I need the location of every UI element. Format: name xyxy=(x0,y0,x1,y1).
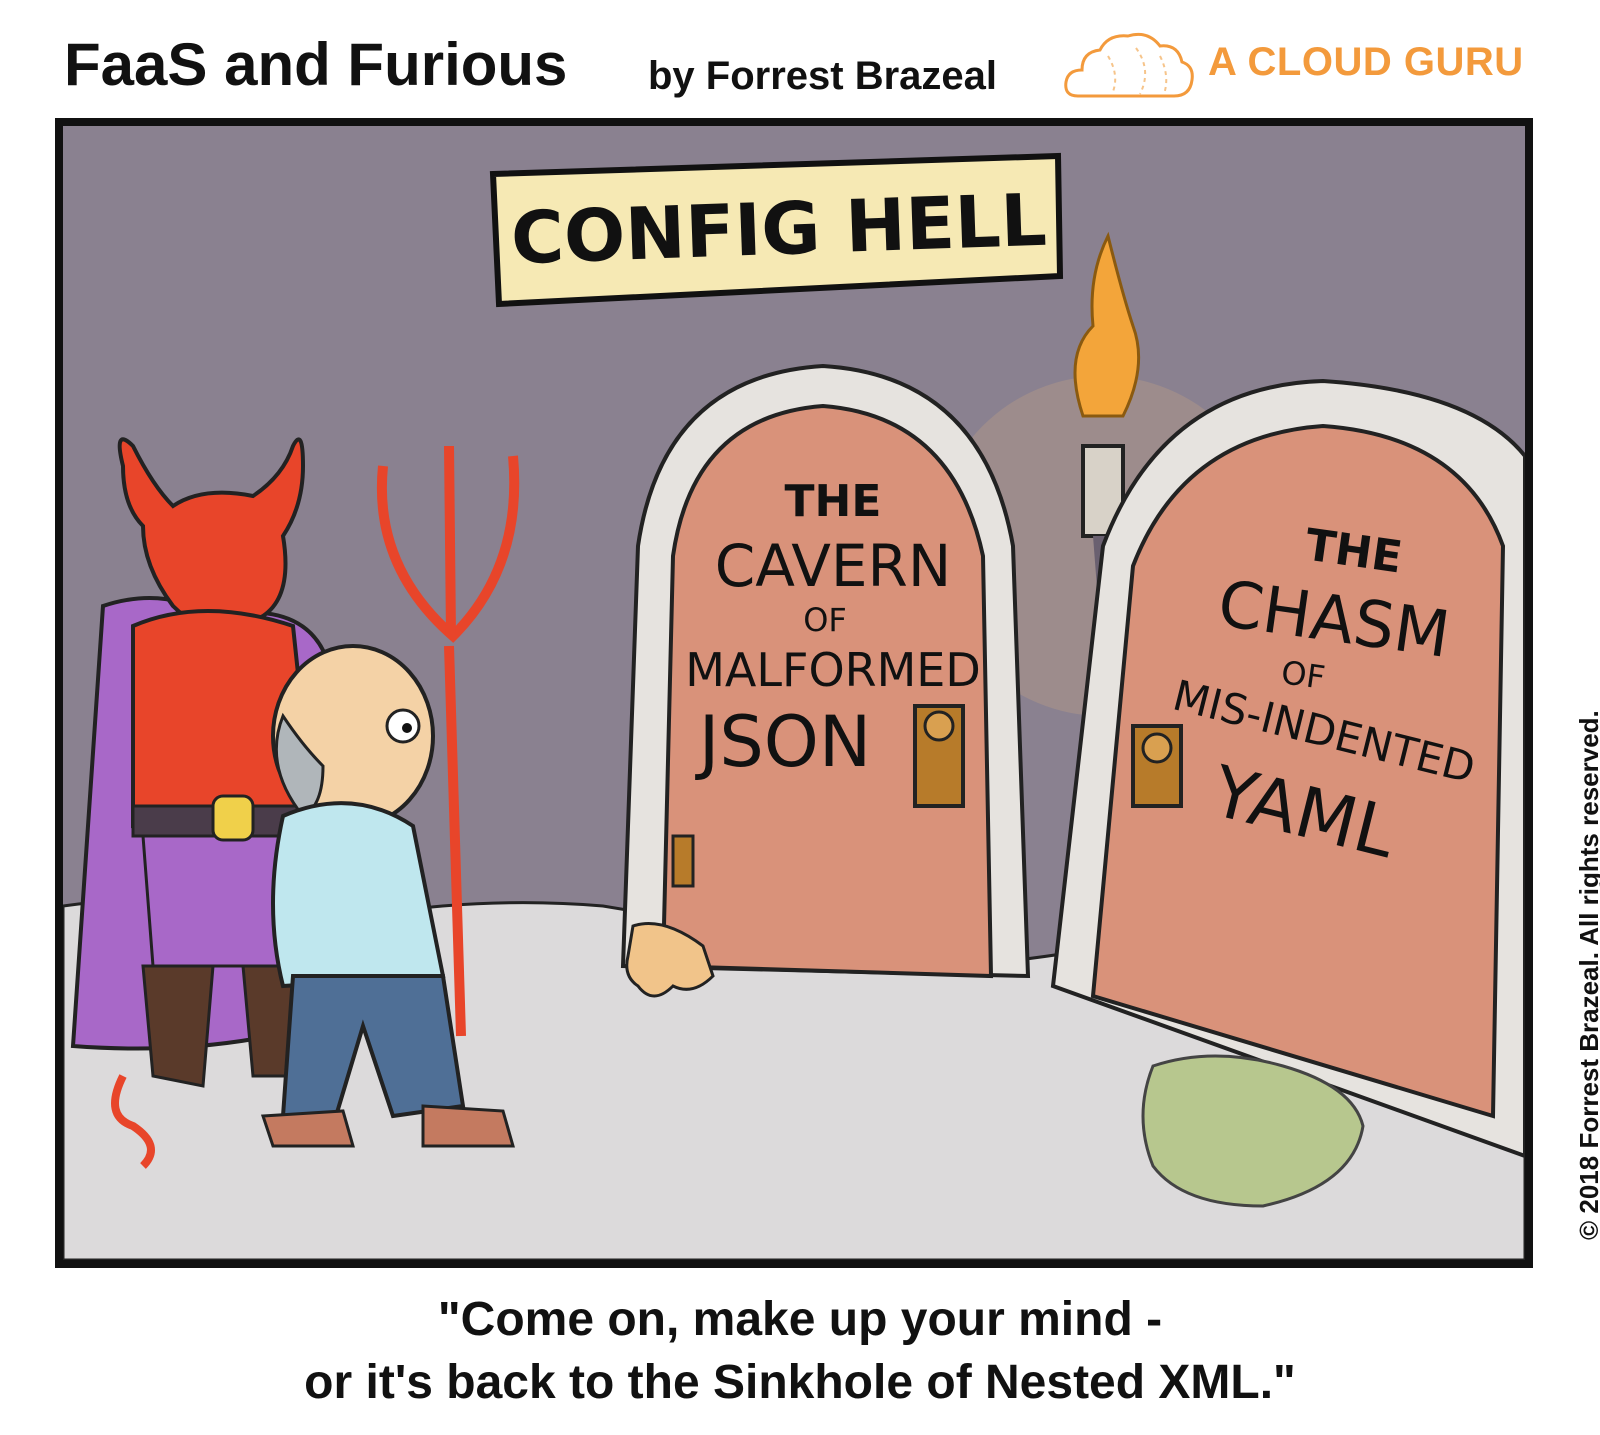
caption-line-1: "Come on, make up your mind - xyxy=(437,1293,1163,1346)
left-door-line4: MALFORMED xyxy=(685,643,981,697)
comic-title: FaaS and Furious xyxy=(64,31,568,98)
left-door-line5: JSON xyxy=(695,701,872,783)
right-door: THE CHASM OF MIS-INDENTED YAML xyxy=(1050,378,1525,1159)
left-door-line3: OF xyxy=(803,601,847,639)
developer-character xyxy=(260,644,515,1148)
skull-buckle-icon xyxy=(211,794,255,842)
caption-line-2: or it's back to the Sinkhole of Nested X… xyxy=(304,1356,1296,1409)
right-door-line3: OF xyxy=(1279,653,1327,697)
comic-header: FaaS and Furious by Forrest Brazeal A CL… xyxy=(0,0,1600,115)
left-door: THE CAVERN OF MALFORMED JSON xyxy=(620,363,1031,979)
config-hell-sign: CONFIG HELL xyxy=(489,152,1064,308)
trident-icon xyxy=(376,445,520,1037)
comic-panel: CONFIG HELL THE CAVERN OF MALFORMED JSON… xyxy=(55,118,1533,1268)
cloud-logo-icon xyxy=(1064,32,1194,98)
left-door-line2: CAVERN xyxy=(715,532,951,600)
author-byline: by Forrest Brazeal xyxy=(648,54,998,98)
slime-puddle xyxy=(1141,1054,1365,1208)
left-door-line1: THE xyxy=(785,476,882,527)
copyright-notice: © 2018 Forrest Brazeal. All rights reser… xyxy=(1574,710,1600,1240)
brand-name: A CLOUD GURU xyxy=(1208,40,1524,84)
comic-illustration: CONFIG HELL THE CAVERN OF MALFORMED JSON… xyxy=(63,126,1525,1260)
sign-text: CONFIG HELL xyxy=(510,178,1048,281)
reaching-hand xyxy=(625,922,715,998)
